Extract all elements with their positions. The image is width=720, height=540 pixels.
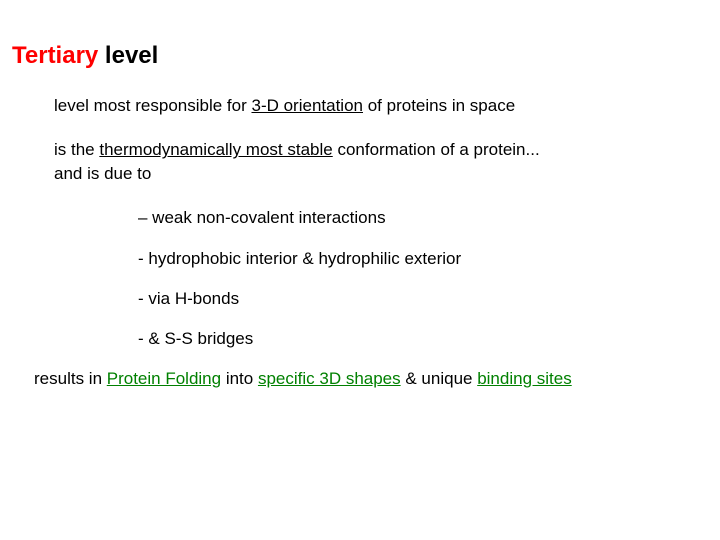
- list-item: – weak non-covalent interactions: [138, 207, 708, 229]
- text-green-underlined: specific 3D shapes: [258, 369, 401, 388]
- text-plain: conformation of a protein...: [333, 140, 540, 159]
- text-green-underlined: Protein Folding: [107, 369, 221, 388]
- intro-line-2: is the thermodynamically most stable con…: [54, 139, 708, 161]
- list-item: - & S-S bridges: [138, 328, 708, 350]
- text-plain: level most responsible for: [54, 96, 251, 115]
- text-underlined: 3-D orientation: [251, 96, 363, 115]
- list-item: - hydrophobic interior & hydrophilic ext…: [138, 248, 708, 270]
- text-green-underlined: binding sites: [477, 369, 572, 388]
- intro-line-3: and is due to: [54, 163, 708, 185]
- list-item: - via H-bonds: [138, 288, 708, 310]
- result-line: results in Protein Folding into specific…: [34, 368, 708, 390]
- title-highlight: Tertiary: [12, 42, 98, 69]
- bullet-list: – weak non-covalent interactions - hydro…: [138, 207, 708, 349]
- text-plain: of proteins in space: [363, 96, 515, 115]
- intro-line-1: level most responsible for 3-D orientati…: [54, 95, 708, 117]
- text-plain: is the: [54, 140, 99, 159]
- text-plain: results in: [34, 369, 107, 388]
- text-plain: & unique: [401, 369, 478, 388]
- text-plain: into: [221, 369, 258, 388]
- title-rest: level: [98, 42, 158, 69]
- text-underlined: thermodynamically most stable: [99, 140, 332, 159]
- slide-title: Tertiary level: [12, 40, 708, 71]
